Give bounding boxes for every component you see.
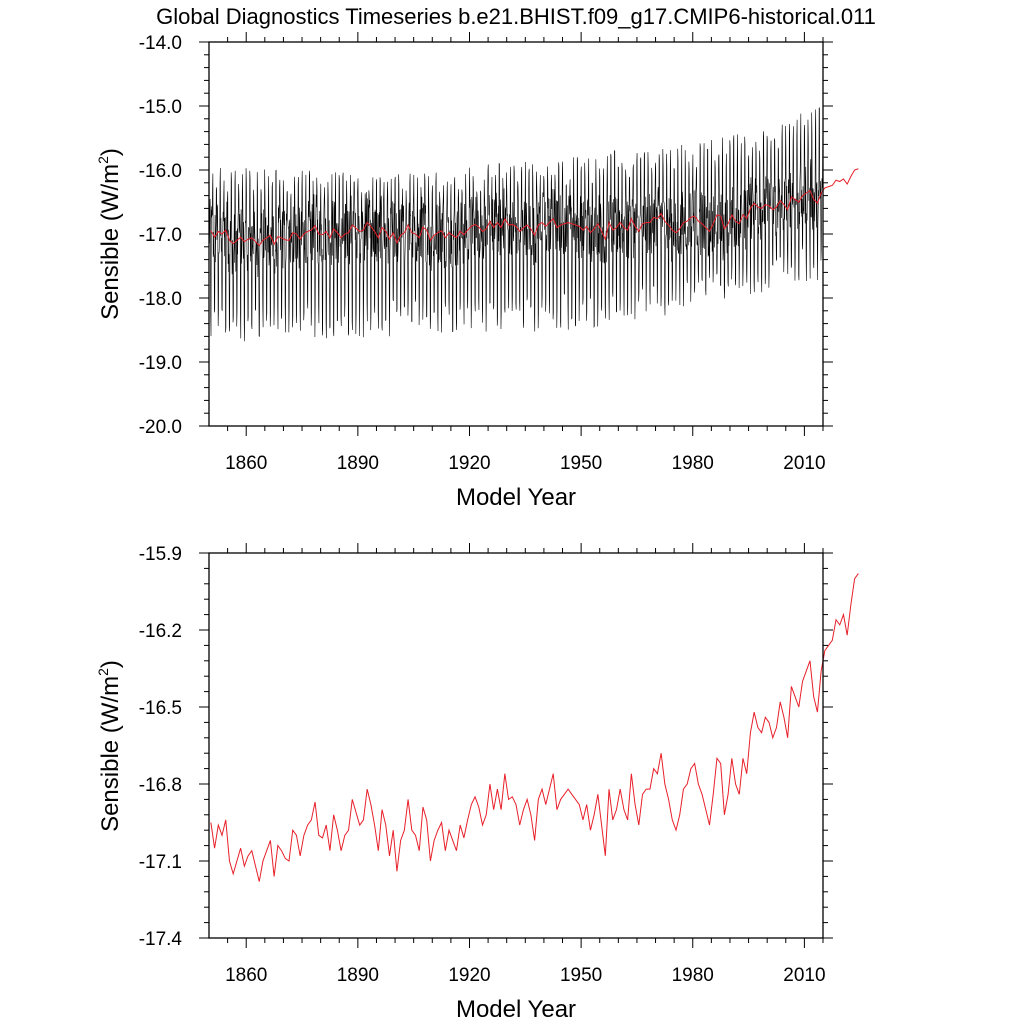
top-monthly-series <box>208 107 824 342</box>
top-y-tick-labels: -20.0 -19.0 -18.0 -17.0 -16.0 -15.0 -14.0 <box>139 33 182 438</box>
bottom-y-axis-label: Sensible (W/m2) <box>95 660 124 832</box>
bottom-y-axis-label-base: Sensible (W/m <box>97 676 124 832</box>
bottom-y-axis-label-tail: ) <box>97 660 124 668</box>
y-tick-label: -16.2 <box>139 621 182 642</box>
bottom-y-tick-labels: -17.4 -17.1 -16.8 -16.5 -16.2 -15.9 <box>139 544 183 950</box>
y-tick-label: -16.0 <box>139 161 182 182</box>
bottom-y-axis-label-sup: 2 <box>95 668 111 676</box>
x-tick-label: 1980 <box>672 453 714 474</box>
annual-mean-line <box>210 168 859 247</box>
x-tick-label: 1860 <box>225 965 267 986</box>
top-x-tick-labels: 1860 1890 1920 1950 1980 2010 <box>225 453 825 474</box>
top-annual-series <box>210 168 859 247</box>
bottom-chart: 1860 1890 1920 1950 1980 2010 -17.4 -17.1 -16.8… <box>95 543 859 1023</box>
top-y-axis-label-sup: 2 <box>95 156 111 164</box>
x-tick-label: 2010 <box>783 965 825 986</box>
bottom-x-tick-labels: 1860 1890 1920 1950 1980 2010 <box>225 965 825 986</box>
y-tick-label: -19.0 <box>139 353 182 374</box>
y-tick-label: -20.0 <box>139 417 182 438</box>
top-y-axis-label: Sensible (W/m2) <box>95 148 124 320</box>
y-tick-label: -14.0 <box>139 33 182 54</box>
x-tick-label: 1950 <box>560 453 602 474</box>
y-tick-label: -17.1 <box>139 852 182 873</box>
y-tick-label: -16.8 <box>139 775 182 796</box>
bottom-annual-series <box>210 573 859 882</box>
bottom-ticks <box>199 543 833 948</box>
top-y-axis-label-tail: ) <box>97 148 124 156</box>
page-title: Global Diagnostics Timeseries b.e21.BHIS… <box>156 4 876 29</box>
top-x-axis-label: Model Year <box>456 484 576 511</box>
y-tick-label: -17.0 <box>139 225 182 246</box>
y-tick-label: -16.5 <box>139 698 182 719</box>
top-ticks <box>199 32 833 436</box>
monthly-series-line <box>208 107 824 342</box>
top-chart: 1860 1890 1920 1950 1980 2010 -20.0 -19.0 -18.0… <box>95 32 859 511</box>
y-tick-label: -18.0 <box>139 289 182 310</box>
x-tick-label: 1920 <box>448 965 490 986</box>
x-tick-label: 2010 <box>783 453 825 474</box>
x-tick-label: 1860 <box>225 453 267 474</box>
y-tick-label: -15.9 <box>139 544 182 565</box>
x-tick-label: 1890 <box>337 965 379 986</box>
y-tick-label: -17.4 <box>139 929 183 950</box>
x-tick-label: 1890 <box>337 453 379 474</box>
top-y-axis-label-base: Sensible (W/m <box>97 164 124 320</box>
x-tick-label: 1980 <box>672 965 714 986</box>
bottom-x-axis-label: Model Year <box>456 996 576 1023</box>
x-tick-label: 1920 <box>448 453 490 474</box>
y-tick-label: -15.0 <box>139 97 182 118</box>
bottom-plot-frame <box>208 552 824 939</box>
annual-mean-line <box>210 573 859 882</box>
x-tick-label: 1950 <box>560 965 602 986</box>
